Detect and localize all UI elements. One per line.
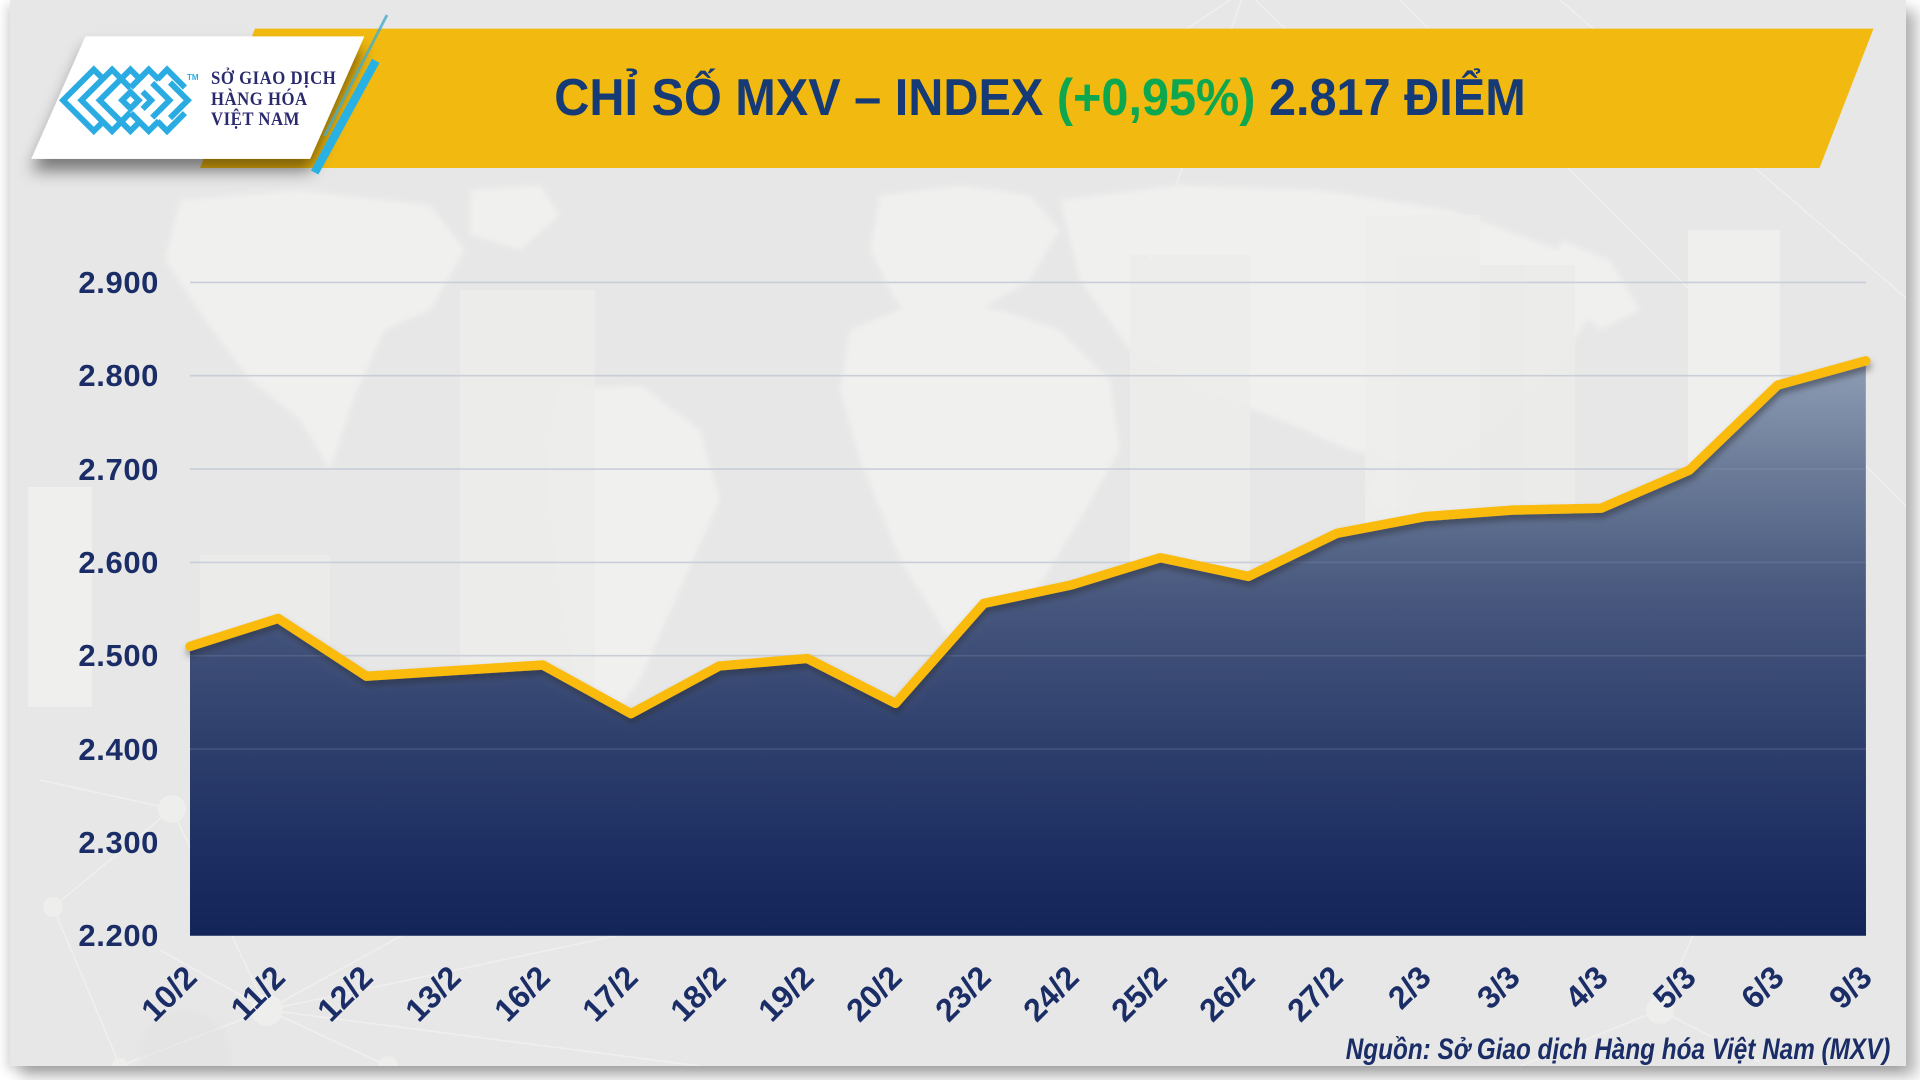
svg-text:TM: TM — [187, 73, 199, 82]
